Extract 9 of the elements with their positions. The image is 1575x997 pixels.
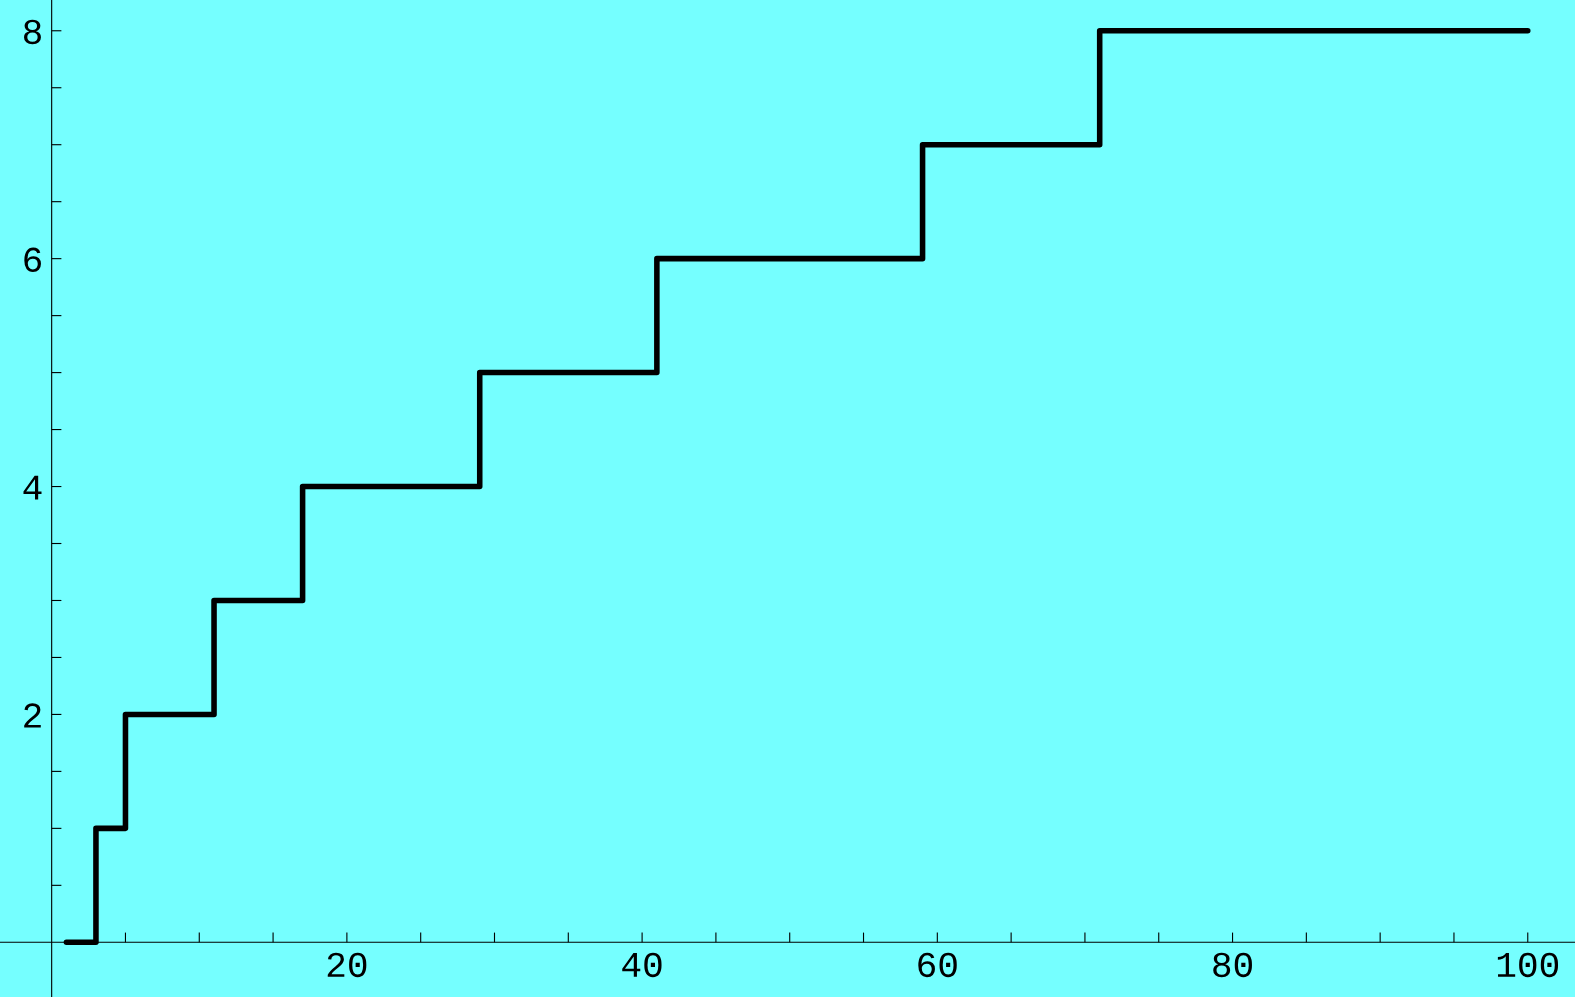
y-tick-label: 4 — [23, 475, 42, 500]
x-tick-label: 40 — [622, 952, 662, 978]
y-tick-label: 8 — [24, 19, 41, 45]
x-tick-label: 100 — [1497, 952, 1559, 978]
x-tick-label: 80 — [1213, 952, 1252, 978]
y-tick-label: 6 — [24, 247, 41, 273]
x-tick-label: 20 — [327, 952, 367, 978]
y-tick-label: 2 — [24, 703, 41, 728]
x-tick-label: 60 — [918, 952, 957, 978]
